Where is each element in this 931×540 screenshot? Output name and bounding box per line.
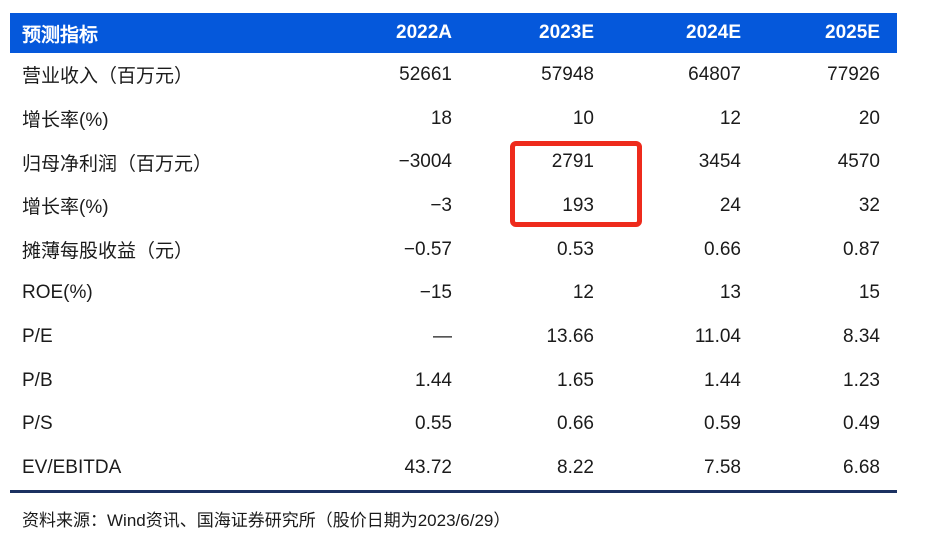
table-row: EV/EBITDA 43.72 8.22 7.58 6.68 xyxy=(10,446,897,490)
forecast-table-container: 预测指标 2022A 2023E 2024E 2025E 营业收入（百万元） 5… xyxy=(10,13,897,493)
cell-value: 18 xyxy=(430,107,452,129)
header-year-2024e: 2024E xyxy=(594,13,741,53)
row-label: EV/EBITDA xyxy=(22,457,122,479)
cell-value: 3454 xyxy=(698,151,741,173)
cell-value: 1.65 xyxy=(557,369,594,391)
cell-value: 11.04 xyxy=(694,325,741,347)
cell-value: 20 xyxy=(858,107,880,129)
cell-value: 12 xyxy=(572,282,594,304)
header-year-2023e: 2023E xyxy=(452,13,594,53)
cell-value: 1.23 xyxy=(843,369,880,391)
cell-value: 7.58 xyxy=(704,457,741,479)
cell-value: 10 xyxy=(572,107,594,129)
cell-value: −15 xyxy=(419,282,452,304)
table-row: ROE(%) −15 12 13 15 xyxy=(10,271,897,315)
forecast-table: 预测指标 2022A 2023E 2024E 2025E 营业收入（百万元） 5… xyxy=(10,13,897,490)
cell-value: 57948 xyxy=(541,63,594,85)
cell-value: 8.34 xyxy=(843,325,880,347)
row-label: P/S xyxy=(22,413,53,435)
cell-value: 32 xyxy=(858,194,880,216)
cell-value-highlighted: 2791 xyxy=(551,151,594,173)
cell-value: 4570 xyxy=(837,151,880,173)
cell-value: 0.66 xyxy=(557,413,594,435)
cell-value: 1.44 xyxy=(704,369,741,391)
cell-value: 0.55 xyxy=(415,413,452,435)
header-year-2025e: 2025E xyxy=(741,13,897,53)
row-label: 摊薄每股收益（元） xyxy=(22,241,194,263)
table-header-row: 预测指标 2022A 2023E 2024E 2025E xyxy=(10,13,897,53)
header-year-2022a: 2022A xyxy=(307,13,452,53)
cell-value: 64807 xyxy=(688,63,741,85)
cell-value: 15 xyxy=(858,282,880,304)
cell-value: 0.66 xyxy=(704,238,741,260)
table-row: P/E — 13.66 11.04 8.34 xyxy=(10,315,897,359)
cell-value: −0.57 xyxy=(403,238,452,260)
cell-value: 6.68 xyxy=(843,457,880,479)
row-label: 增长率(%) xyxy=(22,110,109,132)
cell-value: 24 xyxy=(719,194,741,216)
table-row: P/S 0.55 0.66 0.59 0.49 xyxy=(10,403,897,447)
cell-value: — xyxy=(433,325,452,347)
cell-value: 77926 xyxy=(827,63,880,85)
cell-value-highlighted: 193 xyxy=(562,194,594,216)
table-row: 增长率(%) −3 193 24 32 xyxy=(10,184,897,228)
cell-value: 13.66 xyxy=(546,325,594,347)
table-row: 归母净利润（百万元） −3004 2791 3454 4570 xyxy=(10,140,897,184)
cell-value: −3004 xyxy=(398,151,452,173)
cell-value: 12 xyxy=(719,107,741,129)
row-label: ROE(%) xyxy=(22,282,93,304)
table-row: 摊薄每股收益（元） −0.57 0.53 0.66 0.87 xyxy=(10,228,897,272)
cell-value: 52661 xyxy=(399,63,452,85)
cell-value: 8.22 xyxy=(557,457,594,479)
cell-value: 13 xyxy=(719,282,741,304)
row-label: 营业收入（百万元） xyxy=(22,66,194,88)
row-label: P/E xyxy=(22,325,53,347)
row-label: P/B xyxy=(22,369,53,391)
row-label: 归母净利润（百万元） xyxy=(22,153,213,175)
header-metric-label: 预测指标 xyxy=(10,13,307,53)
cell-value: 0.49 xyxy=(843,413,880,435)
table-row: 营业收入（百万元） 52661 57948 64807 77926 xyxy=(10,53,897,97)
cell-value: 0.87 xyxy=(843,238,880,260)
row-label: 增长率(%) xyxy=(22,197,109,219)
source-note: 资料来源：Wind资讯、国海证券研究所（股价日期为2023/6/29） xyxy=(22,511,511,530)
table-row: P/B 1.44 1.65 1.44 1.23 xyxy=(10,359,897,403)
cell-value: −3 xyxy=(430,194,452,216)
table-row: 增长率(%) 18 10 12 20 xyxy=(10,97,897,141)
cell-value: 0.53 xyxy=(557,238,594,260)
cell-value: 43.72 xyxy=(404,457,452,479)
cell-value: 1.44 xyxy=(415,369,452,391)
cell-value: 0.59 xyxy=(704,413,741,435)
